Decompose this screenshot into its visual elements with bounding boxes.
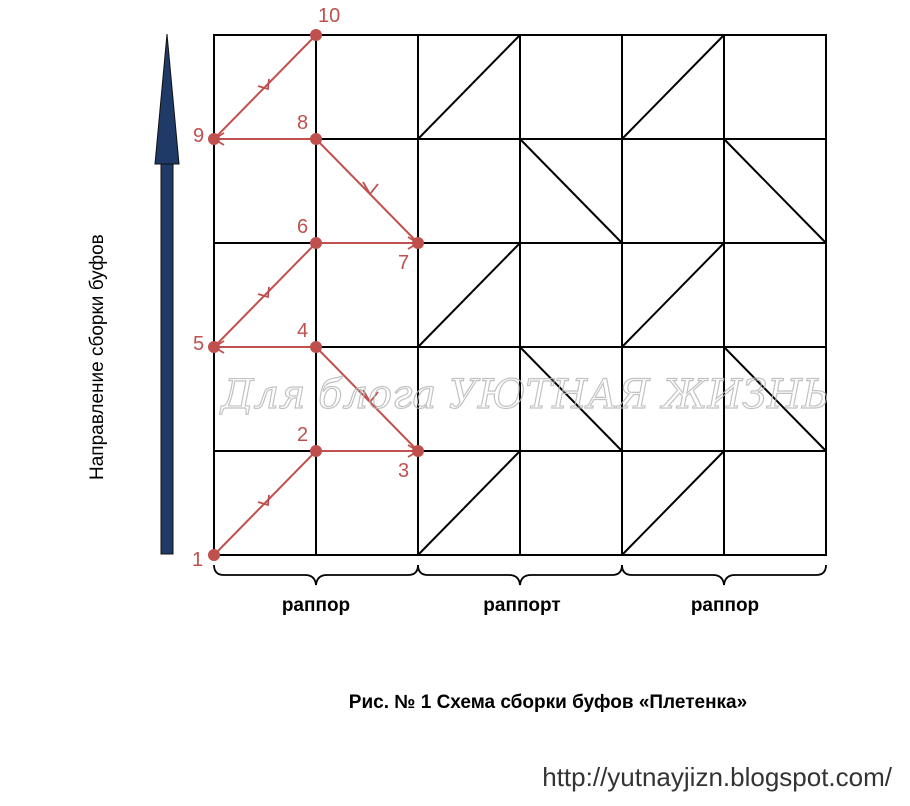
point-7 <box>412 237 424 249</box>
point-label-4: 4 <box>297 320 308 342</box>
point-5 <box>208 341 220 353</box>
repeat-label: раппорт <box>483 595 560 616</box>
stitch-path <box>211 34 421 556</box>
point-4 <box>310 341 322 353</box>
point-10 <box>310 29 322 41</box>
point-label-6: 6 <box>297 216 308 238</box>
direction-label: Направление сборки буфов <box>87 234 108 480</box>
diagonal <box>723 346 827 452</box>
point-2 <box>310 445 322 457</box>
diagonal <box>723 138 827 244</box>
diagonal <box>519 138 623 244</box>
point-label-3: 3 <box>398 460 409 482</box>
figure-caption: Рис. № 1 Схема сборки буфов «Плетенка» <box>349 692 747 713</box>
diagonal <box>621 34 725 140</box>
point-8 <box>310 133 322 145</box>
point-1 <box>208 549 220 561</box>
diagonal <box>519 346 623 452</box>
point-label-2: 2 <box>297 424 308 446</box>
chevron-icon <box>257 78 270 91</box>
brace <box>213 564 419 586</box>
direction-arrow <box>154 33 180 555</box>
diagonal <box>621 450 725 556</box>
point-label-8: 8 <box>297 112 308 134</box>
chevron-icon <box>257 494 270 507</box>
point-9 <box>208 133 220 145</box>
chevron-icon <box>362 181 379 196</box>
point-6 <box>310 237 322 249</box>
watermark: Для блога УЮТНАЯ ЖИЗНЬ <box>219 372 829 418</box>
diagonal <box>417 450 521 556</box>
brace <box>621 564 827 586</box>
chevron-icon <box>362 389 379 404</box>
diagonal <box>417 242 521 348</box>
diagonal <box>621 242 725 348</box>
point-labels: 1 2 3 4 5 6 7 8 9 10 <box>192 5 409 571</box>
repeat-label: раппор <box>691 595 759 616</box>
point-label-9: 9 <box>193 125 204 147</box>
point-label-7: 7 <box>398 252 409 274</box>
repeat-braces <box>213 564 827 586</box>
brace <box>417 564 623 586</box>
repeat-label: раппор <box>282 595 350 616</box>
path-points <box>208 29 424 561</box>
chevron-icon <box>257 286 270 299</box>
point-label-5: 5 <box>193 333 204 355</box>
point-label-10: 10 <box>318 5 340 27</box>
source-url: http://yutnayjizn.blogspot.com/ <box>542 762 893 792</box>
point-label-1: 1 <box>192 549 203 571</box>
point-3 <box>412 445 424 457</box>
diagonal <box>417 34 521 140</box>
cell-diagonals <box>417 34 827 556</box>
